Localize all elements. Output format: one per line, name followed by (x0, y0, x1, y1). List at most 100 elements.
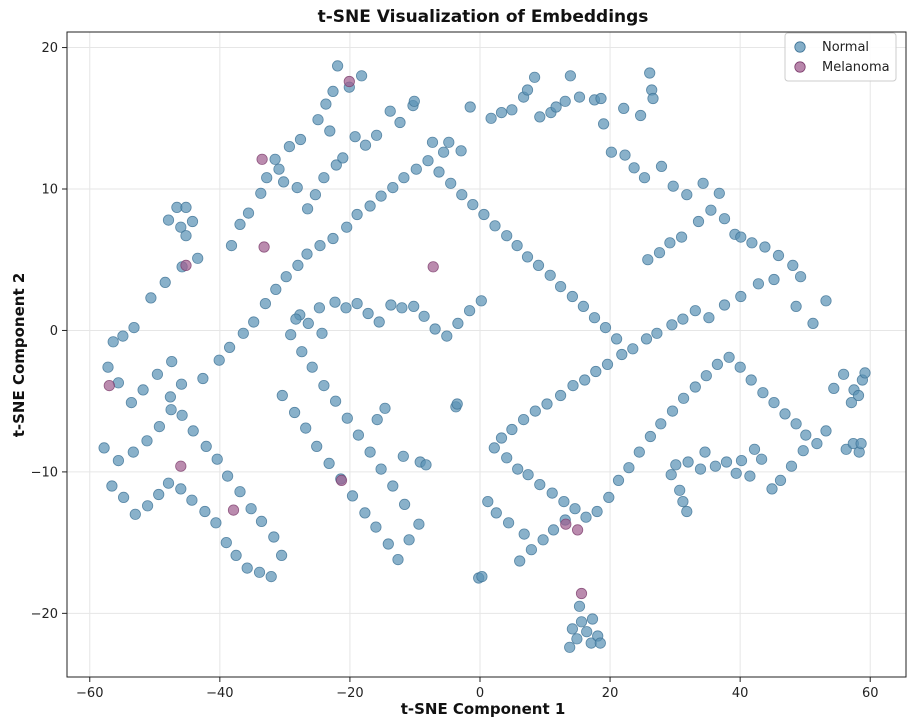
point-normal (586, 613, 599, 625)
point-normal (610, 333, 623, 345)
point-normal (529, 405, 541, 417)
point-normal (159, 276, 171, 288)
point-normal (269, 153, 281, 165)
point-normal (718, 213, 731, 225)
point-normal (623, 462, 635, 474)
point-normal (451, 398, 463, 410)
point-normal (375, 463, 387, 475)
point-normal (245, 503, 257, 515)
point-normal (106, 480, 118, 492)
point-normal (558, 495, 570, 508)
point-normal (768, 396, 780, 409)
point-normal (341, 412, 353, 424)
legend-marker-melanoma (794, 61, 806, 73)
point-normal (618, 102, 630, 115)
point-normal (127, 446, 139, 458)
point-normal (670, 459, 682, 471)
point-normal (800, 429, 812, 441)
point-normal (642, 254, 654, 266)
point-normal (711, 358, 724, 370)
point-normal (294, 133, 307, 146)
point-normal (644, 430, 657, 443)
point-normal (175, 483, 187, 495)
point-normal (580, 511, 592, 523)
point-melanoma (180, 259, 192, 271)
point-normal (187, 425, 199, 437)
point-normal (175, 378, 188, 390)
point-normal (603, 491, 615, 503)
point-normal (265, 570, 277, 583)
point-normal (811, 437, 823, 450)
point-normal (525, 544, 538, 556)
point-normal (320, 98, 332, 110)
point-normal (634, 109, 647, 122)
point-normal (677, 495, 689, 508)
point-normal (790, 418, 802, 430)
point-normal (689, 381, 701, 393)
point-normal (521, 84, 534, 96)
point-normal (283, 141, 295, 153)
point-normal (674, 484, 686, 496)
point-normal (291, 182, 303, 194)
legend-box (784, 32, 897, 82)
point-normal (364, 200, 376, 212)
point-normal (547, 524, 560, 536)
point-normal (550, 101, 562, 113)
point-normal (744, 470, 756, 482)
point-normal (534, 478, 546, 491)
point-normal (452, 317, 464, 329)
point-normal (571, 633, 583, 645)
point-melanoma (343, 75, 355, 88)
point-normal (426, 136, 439, 148)
point-normal (118, 491, 130, 503)
point-normal (689, 305, 701, 317)
point-normal (785, 460, 798, 472)
point-normal (790, 300, 802, 312)
point-normal (837, 368, 850, 380)
point-normal (211, 453, 223, 465)
point-normal (703, 312, 715, 324)
point-normal (748, 443, 761, 455)
point-normal (197, 372, 209, 385)
point-normal (237, 327, 249, 339)
point-normal (373, 316, 385, 328)
point-normal (573, 600, 586, 612)
point-normal (713, 187, 725, 199)
point-normal (569, 503, 581, 515)
point-normal (506, 423, 518, 436)
point-normal (141, 435, 153, 447)
point-normal (779, 408, 791, 420)
point-normal (270, 283, 282, 295)
point-normal (180, 230, 192, 242)
point-normal (709, 460, 722, 472)
y-tick-label: 10 (41, 183, 58, 198)
point-normal (528, 71, 541, 83)
point-normal (554, 280, 567, 293)
point-normal (590, 365, 602, 378)
point-normal (394, 116, 406, 129)
point-normal (664, 237, 676, 249)
point-normal (398, 498, 411, 510)
point-normal (759, 241, 771, 253)
point-normal (433, 166, 445, 178)
point-normal (397, 450, 409, 462)
point-normal (546, 487, 558, 499)
point-normal (329, 395, 342, 407)
point-normal (273, 163, 285, 175)
point-normal (359, 139, 372, 151)
point-normal (594, 637, 606, 649)
point-normal (323, 457, 335, 469)
point-melanoma (427, 261, 439, 273)
point-normal (579, 374, 591, 386)
point-normal (794, 271, 807, 283)
point-normal (746, 237, 758, 249)
point-normal (845, 396, 858, 409)
point-normal (398, 172, 410, 184)
point-normal (165, 404, 177, 416)
point-normal (162, 214, 175, 226)
point-normal (566, 290, 579, 303)
point-normal (730, 467, 742, 479)
data-points (98, 60, 871, 653)
point-normal (807, 317, 819, 329)
